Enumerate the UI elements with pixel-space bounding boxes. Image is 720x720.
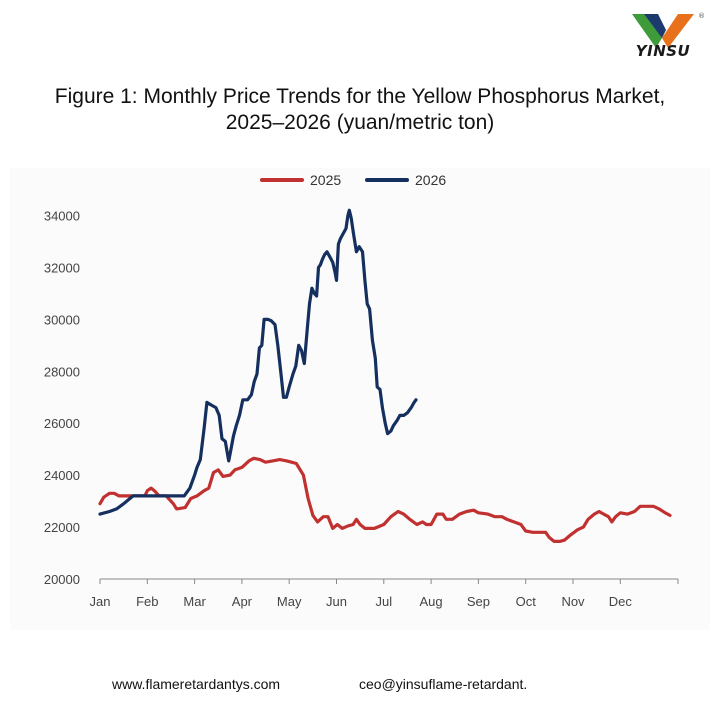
series-line-2025 — [98, 456, 672, 543]
svg-text:®: ® — [698, 12, 705, 20]
footer: www.flameretardantys.com ceo@yinsuflame-… — [0, 676, 720, 696]
x-tick-label: Nov — [561, 594, 585, 609]
y-tick-label: 24000 — [44, 468, 80, 483]
footer-website[interactable]: www.flameretardantys.com — [112, 676, 281, 692]
yinsu-chevron-logo-icon: ® — [632, 12, 705, 48]
y-tick-label: 20000 — [44, 572, 80, 587]
y-tick-label: 26000 — [44, 416, 80, 431]
x-tick-label: Sep — [467, 594, 490, 609]
y-tick-label: 28000 — [44, 364, 80, 379]
y-tick-label: 34000 — [44, 209, 80, 224]
y-tick-label: 22000 — [44, 520, 80, 535]
x-tick-label: Feb — [136, 594, 158, 609]
logo-chevron-navy — [644, 14, 666, 38]
x-tick-label: Mar — [183, 594, 206, 609]
series-line-2026 — [98, 208, 418, 516]
chart-title: Figure 1: Monthly Price Trends for the Y… — [0, 84, 720, 136]
legend-label-2025: 2025 — [310, 172, 341, 188]
brand-logo-text: YINSU — [635, 42, 691, 60]
legend-label-2026: 2026 — [415, 172, 446, 188]
x-tick-label: Jun — [326, 594, 347, 609]
x-tick-label: Jul — [375, 594, 392, 609]
footer-email[interactable]: ceo@yinsuflame-retardant. — [359, 676, 528, 692]
chart-title-line-1: Figure 1: Monthly Price Trends for the Y… — [54, 85, 666, 108]
x-tick-label: Jan — [90, 594, 111, 609]
y-tick-label: 30000 — [44, 312, 80, 327]
y-tick-label: 32000 — [44, 260, 80, 275]
logo-chevron-green — [632, 14, 662, 48]
chart-panel: Jan Feb Mar Apr May Jun Jul Aug Sep Oct Nov Dec 2000… — [10, 168, 710, 630]
chart-title-line-2: 2025–2026 (yuan/metric ton) — [225, 111, 495, 134]
x-tick-label: May — [277, 594, 302, 609]
x-tick-label: Dec — [609, 594, 633, 609]
x-tick-label: Aug — [420, 594, 443, 609]
x-tick-label: Apr — [232, 594, 253, 609]
logo-chevron-orange — [662, 14, 694, 48]
line-chart: Jan Feb Mar Apr May Jun Jul Aug Sep Oct Nov Dec 2000… — [44, 172, 679, 609]
x-tick-label: Oct — [516, 594, 537, 609]
